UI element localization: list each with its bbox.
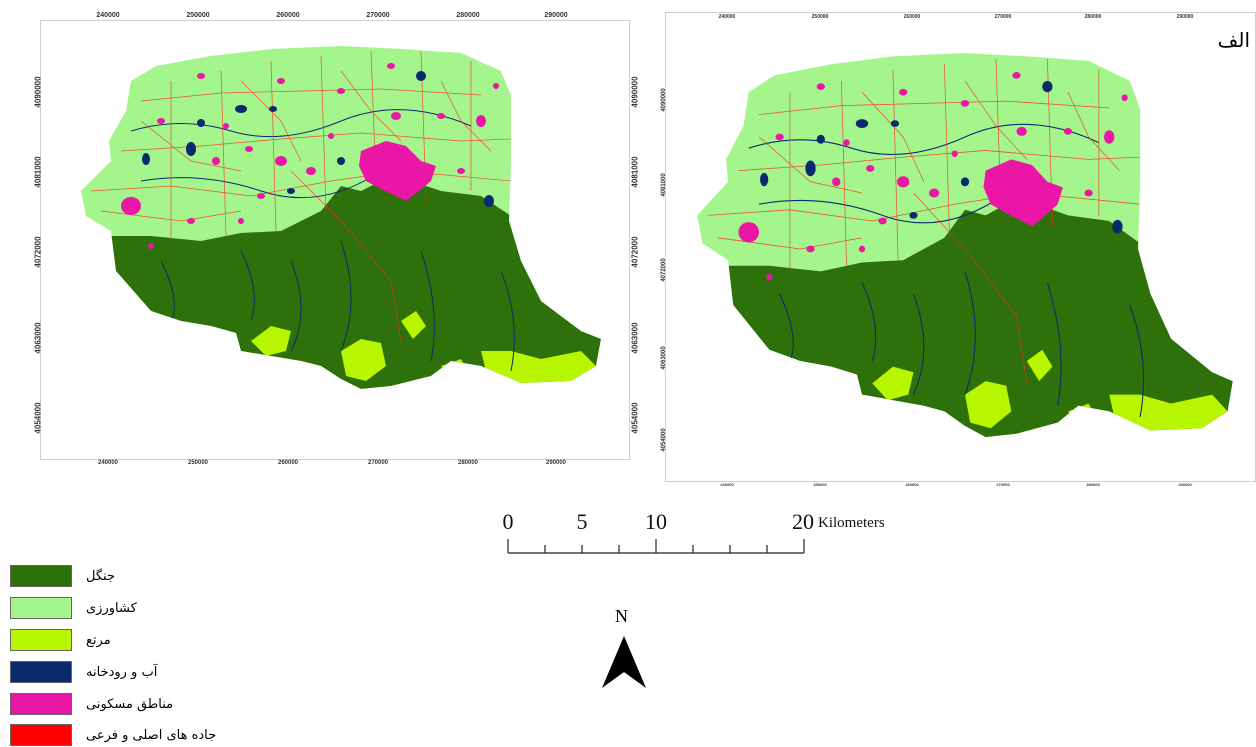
panel-label: الف — [1217, 28, 1250, 52]
legend-swatch — [10, 693, 72, 715]
legend-item: مرتع — [10, 629, 111, 651]
map-right-x-tick: 290000 — [1176, 14, 1194, 20]
legend-label: جاده های اصلی و فرعی — [86, 727, 217, 743]
scale-label: 0 — [502, 509, 514, 534]
legend-label: آب و رودخانه — [86, 664, 158, 680]
map-left-x-tick: 270000 — [367, 460, 389, 466]
map-left-y-tick: 4054000 — [630, 402, 640, 434]
map-left-x-tick: 280000 — [456, 12, 480, 19]
map-left-x-tick: 290000 — [545, 460, 567, 466]
map-right-x-tick: 250000 — [811, 14, 829, 20]
map-right-y-tick: 4063000 — [661, 346, 667, 370]
legend-label: مناطق مسکونی — [86, 696, 174, 712]
map-left-y-tick: 4072000 — [33, 236, 43, 268]
legend-item: جنگل — [10, 565, 115, 587]
legend-label: مرتع — [86, 632, 111, 648]
map-left-y-tick: 4090000 — [630, 76, 640, 108]
map-left-x-tick: 240000 — [96, 12, 120, 19]
map-right-x-tick: 260000 — [903, 14, 921, 20]
map-right-x-tick: 240000 — [718, 14, 736, 20]
map-left-x-tick: 250000 — [186, 12, 210, 19]
map-right-y-tick: 4072000 — [661, 258, 667, 282]
north-arrow-icon — [602, 636, 646, 688]
map-left-y-tick: 4054000 — [33, 402, 43, 434]
map-right-x-tick: 270000 — [996, 482, 1010, 487]
legend-label: کشاورزی — [86, 600, 137, 616]
map-right-x-tick: 290000 — [1178, 482, 1192, 487]
legend-label: جنگل — [86, 568, 115, 584]
map-right-x-tick: 260000 — [905, 482, 919, 487]
map-right-y-tick: 4081000 — [661, 173, 667, 197]
scale-unit: Kilometers — [818, 515, 885, 531]
legend-swatch — [10, 565, 72, 587]
north-label: N — [615, 606, 628, 626]
map-right-x-tick: 280000 — [1084, 14, 1102, 20]
map-left-x-tick: 260000 — [276, 12, 300, 19]
legend-swatch — [10, 629, 72, 651]
map-left-x-tick: 280000 — [457, 460, 479, 466]
legend-item: مناطق مسکونی — [10, 693, 173, 715]
map-left-y-tick: 4072000 — [630, 236, 640, 268]
map-left-y-tick: 4090000 — [33, 76, 43, 108]
map-left-y-tick: 4081000 — [630, 156, 640, 188]
map-left-y-tick: 4063000 — [33, 322, 43, 354]
scale-label: 5 — [576, 509, 588, 534]
map-right-frame — [665, 12, 1256, 482]
map-right-landcover — [666, 13, 1256, 483]
map-left-x-tick: 290000 — [544, 12, 568, 19]
legend-item: آب و رودخانه — [10, 661, 157, 683]
scale-label: 10 — [645, 509, 667, 534]
map-right-x-tick: 250000 — [813, 482, 827, 487]
map-left-x-tick: 240000 — [97, 460, 119, 466]
map-left-y-tick: 4081000 — [33, 156, 43, 188]
legend-swatch — [10, 661, 72, 683]
scale-label: 20 — [792, 509, 814, 534]
legend-item: جاده های اصلی و فرعی — [10, 724, 216, 746]
map-left-x-tick: 250000 — [187, 460, 209, 466]
legend-swatch — [10, 724, 72, 746]
map-left-landcover — [41, 21, 631, 461]
map-right-y-tick: 4090000 — [661, 88, 667, 112]
map-left-frame — [40, 20, 630, 460]
map-left-y-tick: 4063000 — [630, 322, 640, 354]
map-right-x-tick: 240000 — [720, 482, 734, 487]
legend-item: کشاورزی — [10, 597, 137, 619]
map-left-x-tick: 270000 — [366, 12, 390, 19]
legend-swatch — [10, 597, 72, 619]
scale-bar-ticks — [507, 539, 805, 554]
map-left-x-tick: 260000 — [277, 460, 299, 466]
map-right-y-tick: 4054000 — [661, 428, 667, 452]
map-right-x-tick: 270000 — [994, 14, 1012, 20]
map-right-x-tick: 280000 — [1086, 482, 1100, 487]
